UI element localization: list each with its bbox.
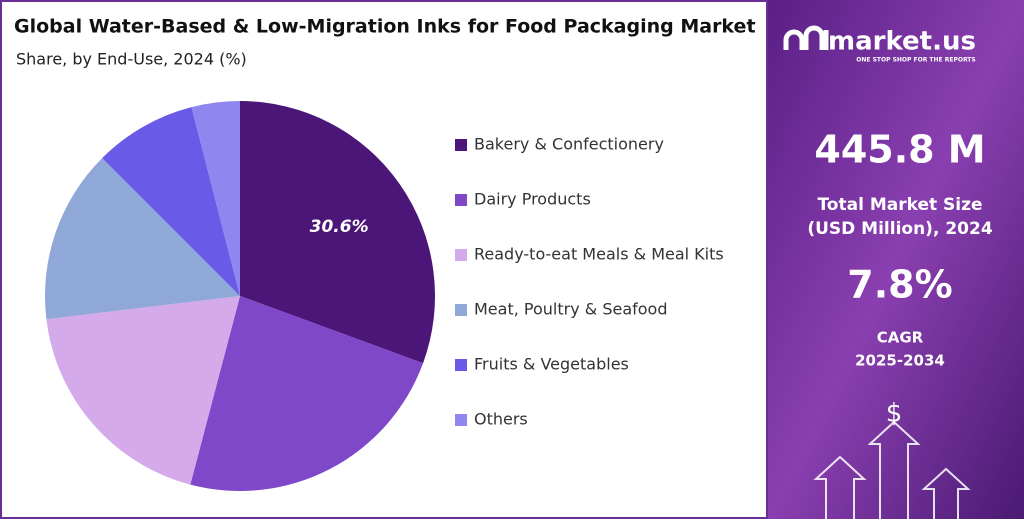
cagr-label: 2025-2034 xyxy=(855,352,945,370)
pie-slice xyxy=(46,296,240,485)
chart-subtitle: Share, by End-Use, 2024 (%) xyxy=(16,50,247,69)
side-panel xyxy=(768,0,1024,519)
dollar-icon: $ xyxy=(886,399,903,429)
logo-icon xyxy=(783,25,829,50)
market-size-label: Total Market Size xyxy=(817,195,982,215)
tagline: ONE STOP SHOP FOR THE REPORTS xyxy=(856,57,975,64)
pie-slice xyxy=(191,101,240,296)
market-size-label: (USD Million), 2024 xyxy=(807,219,992,239)
market-size: 445.8 M xyxy=(814,128,985,172)
legend-swatch xyxy=(455,414,467,426)
legend-swatch xyxy=(455,139,467,151)
pie-slice xyxy=(102,107,241,296)
legend-swatch xyxy=(455,359,467,371)
legend-swatch xyxy=(455,249,467,261)
legend-swatch xyxy=(455,194,467,206)
value-label: 30.6% xyxy=(310,217,369,237)
arrow-decor xyxy=(813,420,971,519)
cagr: 7.8% xyxy=(847,263,952,307)
cagr-label: CAGR xyxy=(877,329,924,347)
chart-title: Global Water-Based & Low-Migration Inks … xyxy=(14,16,756,38)
brand: market.us xyxy=(828,27,976,57)
legend-label: Fruits & Vegetables xyxy=(474,355,629,374)
legend-label: Meat, Poultry & Seafood xyxy=(474,300,668,319)
pie-slice xyxy=(190,296,424,491)
legend-label: Ready-to-eat Meals & Meal Kits xyxy=(474,245,724,264)
legend-swatch xyxy=(455,304,467,316)
panel-content: market.us ONE STOP SHOP FOR THE REPORTS … xyxy=(783,25,993,519)
legend-label: Bakery & Confectionery xyxy=(474,135,664,154)
pie-slice xyxy=(45,158,241,320)
pie-slice xyxy=(240,101,436,364)
legend-label: Others xyxy=(474,410,528,429)
legend-label: Dairy Products xyxy=(474,190,591,209)
